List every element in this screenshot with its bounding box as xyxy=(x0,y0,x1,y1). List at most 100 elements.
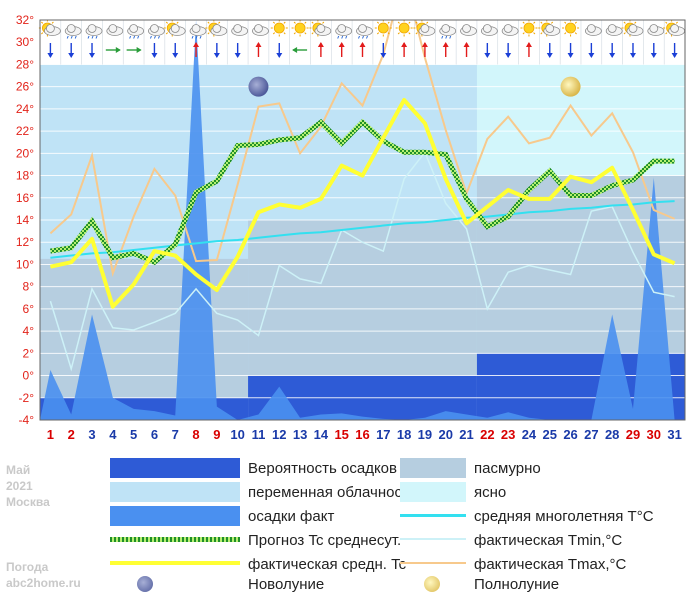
rain-drop xyxy=(441,35,444,39)
cloud-icon xyxy=(584,24,602,36)
legend-label: средняя многолетняя T°C xyxy=(474,507,654,525)
sun-ray xyxy=(397,32,400,35)
legend-swatch-new-moon xyxy=(110,574,240,594)
rain-drop xyxy=(133,35,136,39)
day-label: 6 xyxy=(151,427,158,442)
day-label: 18 xyxy=(397,427,411,442)
legend-label: ясно xyxy=(474,483,507,501)
day-label: 23 xyxy=(501,427,515,442)
wind-right-icon xyxy=(105,47,121,53)
legend-swatch-tmin xyxy=(400,530,466,550)
rain-cloud-icon xyxy=(189,24,207,39)
sun-ray xyxy=(564,21,567,24)
rain-drop xyxy=(366,35,368,39)
legend-item-normal-t: средняя многолетняя T°C xyxy=(400,506,654,526)
sun-disc xyxy=(523,22,535,34)
wind-right-icon xyxy=(126,47,142,53)
rain-drop xyxy=(191,35,194,39)
year-label: 2021 xyxy=(6,479,33,493)
sun-ray xyxy=(623,32,626,35)
sun-ray xyxy=(540,32,543,35)
legend-item-tmin: фактическая Tmin,°C xyxy=(400,530,622,550)
rain-cloud-icon xyxy=(85,24,103,39)
day-label: 9 xyxy=(213,427,220,442)
tmin-line xyxy=(49,150,675,372)
day-label: 7 xyxy=(172,427,179,442)
legend-item-new-moon: Новолуние xyxy=(110,574,324,594)
rain-drop xyxy=(153,35,156,39)
day-label: 4 xyxy=(109,427,117,442)
site-label-1: Погода xyxy=(6,560,49,574)
y-tick-label: 10° xyxy=(16,257,34,271)
rain-drop xyxy=(345,35,348,39)
cloud-icon xyxy=(647,24,665,36)
wind-head xyxy=(136,47,142,53)
wind-head xyxy=(421,42,428,47)
sun-ray xyxy=(311,32,314,35)
legend-item-precip-fact: осадки факт xyxy=(110,506,334,526)
wind-head xyxy=(671,53,678,58)
sun-ray xyxy=(376,21,380,24)
sun-ray xyxy=(623,21,626,24)
day-label: 21 xyxy=(459,427,473,442)
sun-ray xyxy=(551,21,554,24)
cloud-puff xyxy=(337,24,347,33)
sun-ray xyxy=(304,21,307,24)
sun-ray xyxy=(415,21,418,24)
legend-label: фактическая Tmax,°C xyxy=(474,555,627,573)
y-tick-label: 4° xyxy=(23,324,35,338)
rain-drop xyxy=(337,35,340,39)
wind-down-icon xyxy=(47,43,54,58)
wind-head xyxy=(380,53,387,58)
cloud-puff xyxy=(670,24,679,33)
legend-item-tavg: фактическая средн. Tc xyxy=(110,554,406,574)
cloud-icon xyxy=(231,24,249,36)
wind-down-icon xyxy=(588,43,595,58)
wind-head xyxy=(546,53,553,58)
cloud-puff xyxy=(233,24,243,33)
wind-down-icon xyxy=(650,43,657,58)
sun-ray xyxy=(665,32,668,35)
day-label: 10 xyxy=(230,427,244,442)
site-label-2: abc2home.ru xyxy=(6,576,81,590)
wind-down-icon xyxy=(505,43,512,58)
rain-cloud-icon xyxy=(127,24,145,39)
wind-head xyxy=(276,53,283,58)
cloud-puff xyxy=(129,24,139,33)
wind-head xyxy=(172,53,179,58)
wind-up-icon xyxy=(525,42,532,57)
rain-drop xyxy=(449,35,452,39)
wind-head xyxy=(463,42,470,47)
legend-label: фактическая Tmin,°C xyxy=(474,531,623,549)
sun-ray xyxy=(293,32,296,35)
sun-disc xyxy=(273,22,285,34)
legend-item-clear: ясно xyxy=(400,482,506,502)
sun-ray xyxy=(176,21,179,24)
sun-ray xyxy=(165,32,168,35)
sun-icon xyxy=(374,19,392,37)
sun-ray xyxy=(533,32,536,35)
sun-ray xyxy=(283,32,286,35)
moon-phase-markers xyxy=(248,76,581,97)
wind-up-icon xyxy=(421,42,428,57)
sun-ray xyxy=(574,21,577,24)
legend-label: Прогноз Tc среднесут. xyxy=(248,531,402,549)
wind-head xyxy=(255,42,262,47)
partly-cloudy-icon xyxy=(621,19,644,37)
day-label: 31 xyxy=(667,427,681,442)
legend-swatch-variable-cloud xyxy=(110,482,240,502)
partly-cloudy-icon xyxy=(413,19,436,37)
cloud-puff xyxy=(170,24,180,33)
wind-down-icon xyxy=(151,43,158,58)
wind-head xyxy=(234,53,241,58)
wind-head xyxy=(525,42,532,47)
cloud-icon xyxy=(460,24,477,36)
wind-down-icon xyxy=(609,43,616,58)
cloud-puff xyxy=(462,24,471,33)
rain-drop xyxy=(91,35,94,39)
cloud-puff xyxy=(108,24,118,33)
wind-icons-row xyxy=(47,42,678,58)
forecast-line xyxy=(50,118,675,266)
precip-fact-polygon xyxy=(40,20,685,420)
wind-down-icon xyxy=(276,43,283,58)
